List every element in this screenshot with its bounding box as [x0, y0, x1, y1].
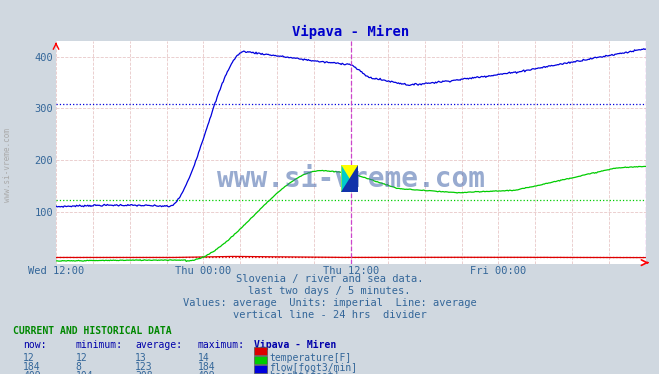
Text: 184: 184 — [23, 362, 41, 372]
Text: height[foot]: height[foot] — [270, 371, 340, 374]
Text: Slovenia / river and sea data.: Slovenia / river and sea data. — [236, 274, 423, 284]
Text: 14: 14 — [198, 353, 210, 363]
Text: 8: 8 — [76, 362, 82, 372]
Text: 13: 13 — [135, 353, 147, 363]
Text: 12: 12 — [23, 353, 35, 363]
Text: CURRENT AND HISTORICAL DATA: CURRENT AND HISTORICAL DATA — [13, 326, 172, 336]
Title: Vipava - Miren: Vipava - Miren — [293, 24, 409, 39]
Text: temperature[F]: temperature[F] — [270, 353, 352, 363]
Text: 184: 184 — [198, 362, 215, 372]
Text: 308: 308 — [135, 371, 153, 374]
Text: 123: 123 — [135, 362, 153, 372]
Text: maximum:: maximum: — [198, 340, 244, 350]
Text: flow[foot3/min]: flow[foot3/min] — [270, 362, 358, 372]
Text: 12: 12 — [76, 353, 88, 363]
Text: vertical line - 24 hrs  divider: vertical line - 24 hrs divider — [233, 310, 426, 320]
Text: Values: average  Units: imperial  Line: average: Values: average Units: imperial Line: av… — [183, 298, 476, 308]
Text: 409: 409 — [198, 371, 215, 374]
Text: www.si-vreme.com: www.si-vreme.com — [3, 128, 12, 202]
Text: average:: average: — [135, 340, 182, 350]
Text: 104: 104 — [76, 371, 94, 374]
Text: www.si-vreme.com: www.si-vreme.com — [217, 165, 485, 193]
Text: Vipava - Miren: Vipava - Miren — [254, 340, 336, 350]
Text: 409: 409 — [23, 371, 41, 374]
Text: last two days / 5 minutes.: last two days / 5 minutes. — [248, 286, 411, 296]
Text: minimum:: minimum: — [76, 340, 123, 350]
Text: now:: now: — [23, 340, 47, 350]
